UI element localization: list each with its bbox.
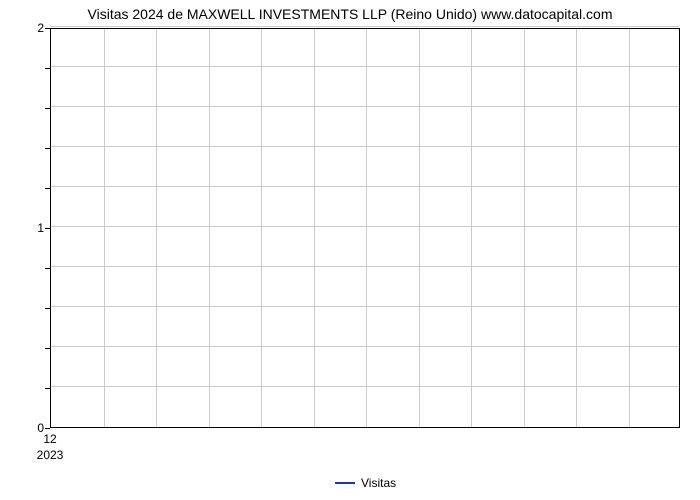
ytick-mark [45, 268, 50, 269]
gridline-h [51, 386, 679, 387]
ytick-label: 0 [14, 421, 44, 435]
gridline-h [51, 26, 679, 27]
ytick-mark [45, 148, 50, 149]
legend: Visitas [335, 476, 396, 490]
ytick-label: 1 [14, 221, 44, 235]
gridline-h [51, 306, 679, 307]
ytick-mark [45, 228, 50, 229]
ytick-mark [45, 28, 50, 29]
ytick-mark [45, 308, 50, 309]
gridline-v [104, 29, 105, 427]
gridline-h [51, 346, 679, 347]
chart-title: Visitas 2024 de MAXWELL INVESTMENTS LLP … [0, 6, 700, 22]
legend-label: Visitas [361, 476, 396, 490]
ytick-mark [45, 68, 50, 69]
gridline-h [51, 146, 679, 147]
ytick-mark [45, 348, 50, 349]
gridline-v [524, 29, 525, 427]
gridline-v [629, 29, 630, 427]
ytick-mark [45, 108, 50, 109]
gridline-v [209, 29, 210, 427]
legend-swatch [335, 482, 355, 484]
ytick-label: 2 [14, 21, 44, 35]
ytick-mark [45, 188, 50, 189]
gridline-h [51, 226, 679, 227]
ytick-mark [45, 388, 50, 389]
gridline-v [576, 29, 577, 427]
gridline-v [471, 29, 472, 427]
gridline-v [419, 29, 420, 427]
ytick-mark [45, 428, 50, 429]
gridline-v [366, 29, 367, 427]
gridline-v [314, 29, 315, 427]
gridline-h [51, 186, 679, 187]
x-year-label: 2023 [37, 448, 64, 462]
xtick-label: 12 [43, 432, 56, 446]
gridline-h [51, 266, 679, 267]
gridline-h [51, 106, 679, 107]
gridline-v [156, 29, 157, 427]
gridline-h [51, 66, 679, 67]
plot-area [50, 28, 680, 428]
gridline-v [261, 29, 262, 427]
